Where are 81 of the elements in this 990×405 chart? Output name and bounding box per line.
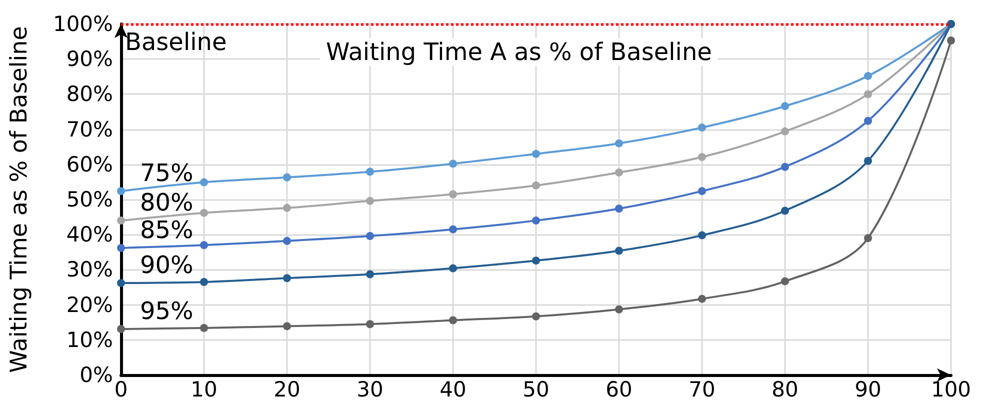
x-tick-label: 90 — [854, 378, 882, 402]
point — [117, 325, 125, 334]
point — [117, 279, 125, 288]
point — [283, 236, 291, 245]
point — [615, 246, 623, 255]
point — [366, 320, 374, 328]
point — [615, 139, 623, 148]
series-label: 85% — [140, 216, 194, 244]
point — [283, 322, 291, 330]
x-tick-label: 30 — [356, 378, 384, 402]
point — [200, 178, 208, 186]
point — [698, 124, 706, 132]
ref-line-label: Baseline — [125, 28, 227, 56]
point — [366, 270, 374, 278]
x-tick-label: 50 — [522, 378, 550, 402]
text: Waiting Time A as % of Baseline — [326, 38, 712, 66]
point — [781, 206, 789, 215]
y-tick-label: 50% — [66, 188, 113, 212]
point — [947, 36, 955, 44]
y-tick-label: 0% — [80, 363, 113, 387]
point — [781, 277, 789, 286]
x-tick-label: 80 — [772, 378, 798, 402]
point — [117, 187, 125, 196]
point — [781, 162, 789, 171]
x-tick-label: 70 — [688, 378, 716, 402]
point — [532, 181, 540, 190]
point — [532, 216, 540, 225]
point — [200, 241, 208, 250]
y-tick-label: 20% — [66, 292, 113, 317]
point — [283, 274, 291, 282]
point — [283, 204, 291, 212]
point — [532, 150, 540, 158]
point — [449, 190, 457, 198]
x-tick-label: 60 — [606, 378, 632, 402]
point — [449, 160, 457, 168]
y-tick-label: 40% — [66, 222, 113, 247]
x-tick-label: 100 — [930, 378, 972, 402]
y-tick-label: 70% — [66, 117, 113, 142]
y-tick-label: 80% — [66, 82, 113, 106]
point — [532, 312, 540, 320]
point — [698, 187, 706, 196]
point — [781, 127, 789, 136]
x-tick-label: 10 — [190, 378, 218, 402]
point — [864, 116, 872, 125]
point — [864, 234, 872, 242]
point — [449, 264, 457, 272]
point — [449, 225, 457, 234]
point — [366, 196, 374, 205]
y-tick-label: 100% — [52, 12, 113, 36]
x-tick-label: 20 — [274, 378, 300, 402]
point — [200, 278, 208, 286]
point — [366, 168, 374, 176]
point — [117, 216, 125, 225]
point — [615, 204, 623, 213]
point — [117, 244, 125, 252]
x-tick-label: 40 — [440, 378, 466, 402]
point — [200, 208, 208, 217]
series-label: 90% — [140, 251, 194, 280]
y-tick-label: 60% — [66, 152, 113, 176]
point — [283, 173, 291, 182]
series-label: 80% — [140, 188, 194, 217]
y-axis-title: Waiting Time as % of Baseline — [6, 26, 32, 373]
point — [532, 256, 540, 265]
point — [449, 316, 457, 324]
y-tick-label: 90% — [66, 47, 113, 72]
point — [200, 324, 208, 332]
point — [615, 305, 623, 314]
point — [864, 90, 872, 98]
series-label: 95% — [140, 297, 194, 326]
point — [864, 156, 872, 165]
x-tick-label: 0 — [114, 378, 128, 402]
point — [698, 294, 706, 303]
point — [366, 232, 374, 240]
point — [781, 102, 789, 110]
point — [615, 168, 623, 176]
y-tick-label: 10% — [66, 328, 113, 352]
point — [864, 72, 872, 80]
series-label: 75% — [140, 159, 194, 188]
point — [698, 153, 706, 162]
point — [698, 231, 706, 240]
y-tick-label: 30% — [66, 258, 113, 282]
